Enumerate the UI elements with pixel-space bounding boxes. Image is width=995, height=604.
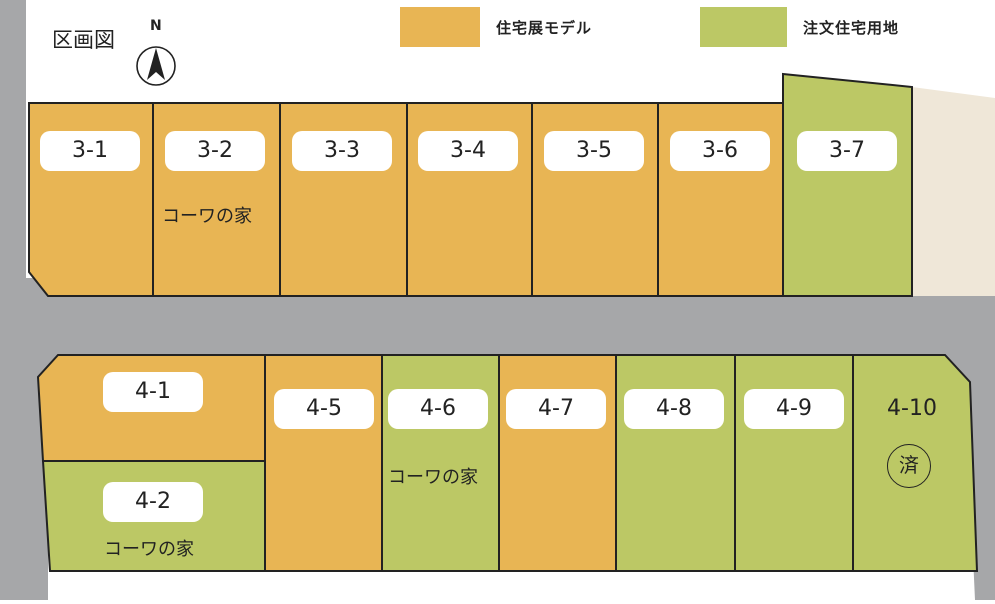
lot-4-6-label[interactable]: 4-6	[388, 389, 488, 429]
road-west-lower	[0, 380, 48, 600]
legend-swatch-model	[400, 7, 480, 47]
lot-3-2-label[interactable]: 3-2	[165, 131, 265, 171]
lot-4-8-label[interactable]: 4-8	[624, 389, 724, 429]
lot-4-6-house-name: コーワの家	[388, 467, 478, 488]
lot-3-1-label[interactable]: 3-1	[40, 131, 140, 171]
lot-4-5-parcel	[264, 354, 383, 572]
legend-swatch-custom	[700, 7, 787, 47]
lot-3-2-house-name: コーワの家	[162, 206, 252, 227]
lot-4-9-parcel	[734, 354, 854, 572]
north-arrow-icon	[136, 46, 176, 86]
lot-4-8-parcel	[615, 354, 736, 572]
map-title: 区画図	[52, 28, 115, 52]
lot-4-5-label[interactable]: 4-5	[274, 389, 374, 429]
lot-3-7-label[interactable]: 3-7	[797, 131, 897, 171]
legend-label-custom: 注文住宅用地	[803, 19, 900, 37]
lot-3-5-label[interactable]: 3-5	[544, 131, 644, 171]
compass-north-label: N	[150, 18, 163, 34]
lot-4-7-label[interactable]: 4-7	[506, 389, 606, 429]
legend-label-model: 住宅展モデル	[496, 19, 593, 37]
lot-4-1-label[interactable]: 4-1	[103, 372, 203, 412]
neighbor-parcel	[912, 87, 995, 296]
lot-4-9-label[interactable]: 4-9	[744, 389, 844, 429]
lot-4-2-label[interactable]: 4-2	[103, 482, 203, 522]
lot-3-6-label[interactable]: 3-6	[670, 131, 770, 171]
lot-4-10-sold-badge: 済	[887, 444, 931, 488]
lot-4-7-parcel	[498, 354, 617, 572]
lot-3-7-parcel	[782, 72, 913, 297]
lot-3-3-label[interactable]: 3-3	[292, 131, 392, 171]
lot-4-10-label[interactable]: 4-10	[887, 396, 937, 421]
lot-3-4-label[interactable]: 3-4	[418, 131, 518, 171]
lot-4-2-house-name: コーワの家	[104, 539, 194, 560]
road-west	[0, 0, 26, 290]
